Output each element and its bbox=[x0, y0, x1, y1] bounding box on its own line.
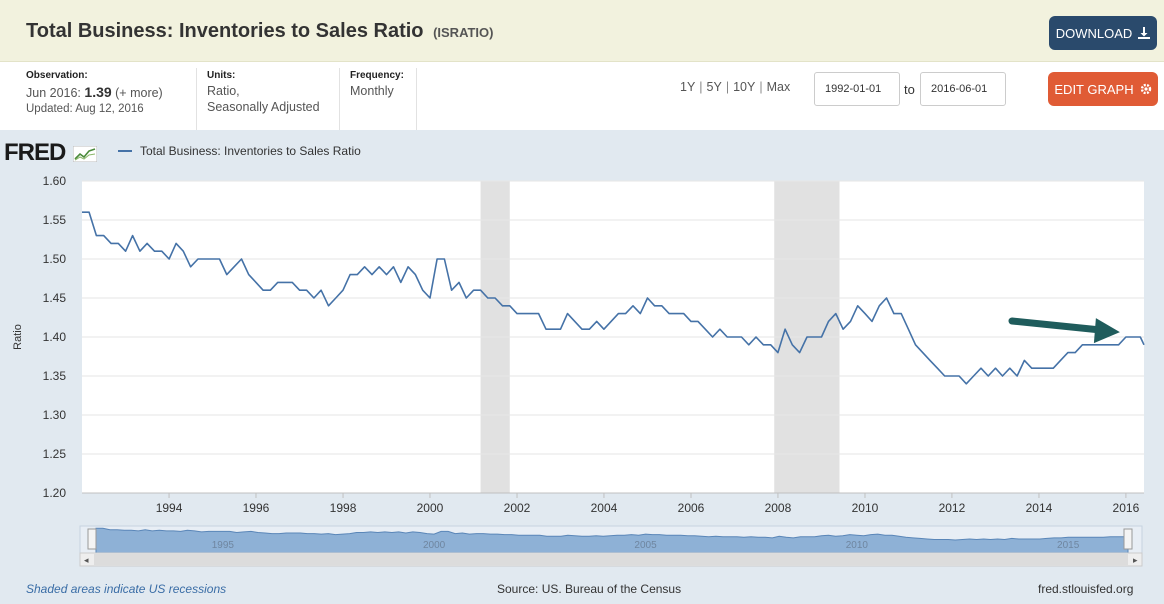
meta-bar: Observation: Jun 2016: 1.39 (+ more) Upd… bbox=[0, 62, 1164, 130]
observation-value: 1.39 bbox=[84, 84, 112, 100]
edit-graph-button[interactable]: EDIT GRAPH bbox=[1048, 72, 1158, 106]
to-label: to bbox=[904, 82, 915, 97]
observation-label: Observation: bbox=[26, 70, 88, 81]
x-tick-label: 2002 bbox=[504, 501, 531, 515]
edit-graph-label: EDIT GRAPH bbox=[1054, 81, 1134, 97]
scroll-left-icon: ◂ bbox=[84, 556, 89, 566]
title-bar: Total Business: Inventories to Sales Rat… bbox=[0, 0, 1164, 62]
series-title: Total Business: Inventories to Sales Rat… bbox=[26, 20, 424, 42]
scroll-right-icon: ▸ bbox=[1133, 556, 1138, 566]
site-link[interactable]: fred.stlouisfed.org bbox=[1038, 582, 1134, 596]
legend-label: Total Business: Inventories to Sales Rat… bbox=[140, 144, 361, 158]
y-tick-label: 1.50 bbox=[43, 252, 67, 266]
frequency-label: Frequency: bbox=[350, 70, 404, 81]
series-code: (ISRATIO) bbox=[433, 25, 494, 40]
y-tick-label: 1.40 bbox=[43, 330, 67, 344]
x-tick-label: 2000 bbox=[417, 501, 444, 515]
range-5y[interactable]: 5Y bbox=[706, 80, 722, 94]
navigator-label: 2000 bbox=[423, 540, 446, 551]
observation-block: Observation: Jun 2016: 1.39 (+ more) Upd… bbox=[26, 70, 163, 115]
navigator-label: 1995 bbox=[212, 540, 235, 551]
navigator-label: 2005 bbox=[634, 540, 657, 551]
line-chart: 1.20 1.25 1.30 1.35 1.40 1.45 1.50 1.55 1.60 Rati… bbox=[12, 174, 1145, 567]
fred-logo: FRED bbox=[4, 139, 98, 167]
range-1y[interactable]: 1Y bbox=[680, 80, 696, 94]
y-tick-label: 1.60 bbox=[43, 174, 67, 188]
download-button[interactable]: DOWNLOAD bbox=[1049, 16, 1157, 50]
x-tick-label: 1998 bbox=[330, 501, 357, 515]
updated-date: Updated: Aug 12, 2016 bbox=[26, 103, 144, 115]
x-tick-label: 2006 bbox=[678, 501, 705, 515]
chart-legend: Total Business: Inventories to Sales Rat… bbox=[118, 144, 361, 158]
range-selector: 1Y | 5Y | 10Y | Max bbox=[680, 80, 791, 94]
range-10y[interactable]: 10Y bbox=[733, 80, 756, 94]
chart-area: FRED Total Business: Inventories to Sale… bbox=[0, 130, 1164, 604]
download-label: DOWNLOAD bbox=[1055, 25, 1133, 41]
download-icon bbox=[1138, 27, 1151, 39]
recession-note: Shaded areas indicate US recessions bbox=[26, 582, 227, 596]
page-title: Total Business: Inventories to Sales Rat… bbox=[26, 20, 493, 43]
navigator-right-handle bbox=[1123, 528, 1133, 550]
units-label: Units: bbox=[207, 70, 236, 81]
series-line bbox=[82, 211, 1145, 385]
units-line-1: Ratio, bbox=[207, 84, 240, 98]
navigator-label: 2015 bbox=[1057, 540, 1080, 551]
meta-divider bbox=[196, 68, 197, 130]
frequency-block: Frequency: Monthly bbox=[350, 70, 404, 98]
annotation-arrow-shaft bbox=[1008, 317, 1106, 334]
x-tick-label: 1994 bbox=[156, 501, 183, 515]
range-max[interactable]: Max bbox=[766, 80, 791, 94]
navigator-scrollbar-thumb bbox=[94, 554, 1128, 565]
y-tick-label: 1.55 bbox=[43, 213, 67, 227]
y-tick-label: 1.20 bbox=[43, 486, 67, 500]
x-tick-label: 2010 bbox=[852, 501, 879, 515]
y-tick-label: 1.35 bbox=[43, 369, 67, 383]
x-tick-label: 2008 bbox=[765, 501, 792, 515]
annotation-arrow-head bbox=[1093, 318, 1120, 344]
meta-divider bbox=[339, 68, 340, 130]
observation-more-link[interactable]: (+ more) bbox=[115, 86, 163, 100]
x-tick-label: 2014 bbox=[1026, 501, 1053, 515]
observation-date: Jun 2016: bbox=[26, 86, 81, 100]
legend-swatch bbox=[118, 150, 132, 152]
x-tick-label: 2016 bbox=[1113, 501, 1140, 515]
y-axis-label: Ratio bbox=[12, 324, 24, 350]
meta-divider bbox=[416, 68, 417, 130]
navigator-left-handle bbox=[87, 528, 97, 550]
fred-logo-text: FRED bbox=[4, 139, 66, 166]
source-note: Source: US. Bureau of the Census bbox=[497, 582, 682, 596]
start-date-input[interactable] bbox=[814, 72, 900, 106]
y-tick-label: 1.45 bbox=[43, 291, 67, 305]
navigator-series bbox=[95, 527, 1129, 554]
units-line-2: Seasonally Adjusted bbox=[207, 100, 320, 114]
x-tick-label: 2012 bbox=[939, 501, 966, 515]
x-tick-label: 1996 bbox=[243, 501, 270, 515]
y-tick-label: 1.30 bbox=[43, 408, 67, 422]
gear-icon bbox=[1140, 83, 1151, 95]
x-tick-label: 2004 bbox=[591, 501, 618, 515]
navigator-label: 2010 bbox=[846, 540, 869, 551]
end-date-input[interactable] bbox=[920, 72, 1006, 106]
frequency-value: Monthly bbox=[350, 84, 394, 98]
units-block: Units: Ratio, Seasonally Adjusted bbox=[207, 70, 320, 114]
y-tick-label: 1.25 bbox=[43, 447, 67, 461]
